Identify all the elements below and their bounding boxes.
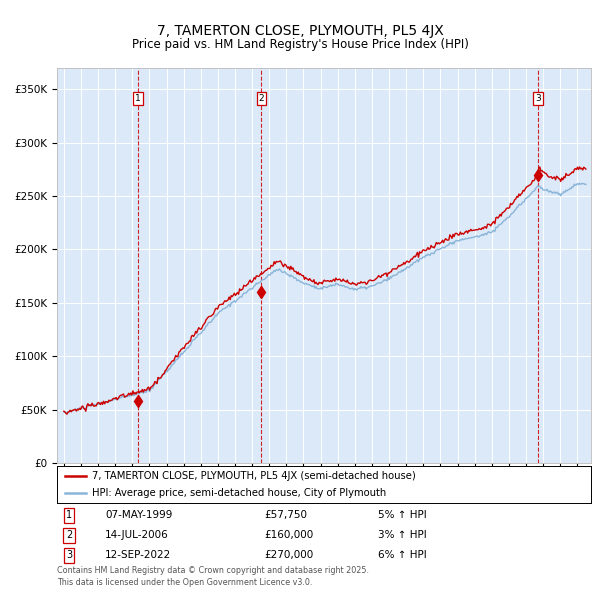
Text: 7, TAMERTON CLOSE, PLYMOUTH, PL5 4JX: 7, TAMERTON CLOSE, PLYMOUTH, PL5 4JX: [157, 24, 443, 38]
Text: £270,000: £270,000: [264, 550, 313, 560]
Text: 2: 2: [66, 530, 72, 540]
Text: 1: 1: [66, 510, 72, 520]
Text: 1: 1: [136, 94, 141, 103]
Text: £57,750: £57,750: [264, 510, 307, 520]
Text: Price paid vs. HM Land Registry's House Price Index (HPI): Price paid vs. HM Land Registry's House …: [131, 38, 469, 51]
Text: 3: 3: [535, 94, 541, 103]
Text: £160,000: £160,000: [264, 530, 313, 540]
Text: 5% ↑ HPI: 5% ↑ HPI: [378, 510, 427, 520]
Text: 14-JUL-2006: 14-JUL-2006: [105, 530, 169, 540]
Text: 3: 3: [66, 550, 72, 560]
Text: 12-SEP-2022: 12-SEP-2022: [105, 550, 171, 560]
Text: Contains HM Land Registry data © Crown copyright and database right 2025.
This d: Contains HM Land Registry data © Crown c…: [57, 566, 369, 587]
Text: 07-MAY-1999: 07-MAY-1999: [105, 510, 172, 520]
Text: 2: 2: [259, 94, 264, 103]
Text: 7, TAMERTON CLOSE, PLYMOUTH, PL5 4JX (semi-detached house): 7, TAMERTON CLOSE, PLYMOUTH, PL5 4JX (se…: [92, 471, 415, 480]
Text: HPI: Average price, semi-detached house, City of Plymouth: HPI: Average price, semi-detached house,…: [92, 489, 386, 499]
Text: 3% ↑ HPI: 3% ↑ HPI: [378, 530, 427, 540]
Text: 6% ↑ HPI: 6% ↑ HPI: [378, 550, 427, 560]
